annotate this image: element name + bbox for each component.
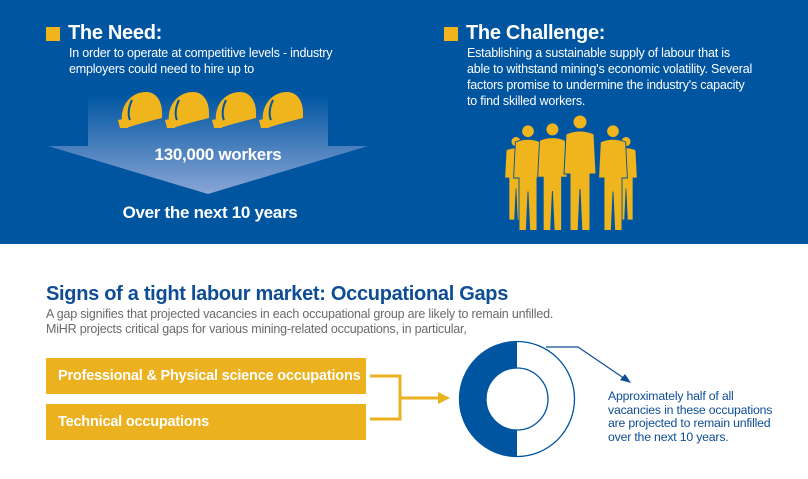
arrow-head-icon	[438, 392, 450, 404]
connector-bracket	[370, 374, 440, 421]
need-title: The Need:	[68, 22, 162, 44]
bullet-square	[46, 27, 60, 41]
hard-hat-icons	[118, 92, 303, 128]
occupation-bar-technical: Technical occupations	[46, 404, 366, 440]
need-text-line: employers could need to hire up to	[69, 62, 254, 76]
challenge-text-line: factors promise to undermine the industr…	[467, 78, 745, 92]
bullet-square	[444, 27, 458, 41]
hard-hat-icon	[259, 92, 303, 128]
gaps-title: Signs of a tight labour market: Occupati…	[46, 283, 509, 305]
workers-group-icon	[504, 114, 638, 230]
subtitle-line: A gap signifies that projected vacancies…	[46, 307, 554, 321]
gap-diagram	[370, 340, 631, 458]
workers-figure: 130,000 workers	[154, 145, 282, 164]
hard-hat-icon	[212, 92, 256, 128]
note-line: Approximately half of all	[608, 389, 734, 403]
donut-note: Approximately half of all vacancies in t…	[608, 389, 773, 444]
hard-hat-icon	[165, 92, 209, 128]
donut-chart	[458, 340, 576, 458]
challenge-title: The Challenge:	[466, 22, 606, 44]
hard-hat-icon	[118, 92, 162, 128]
challenge-text: Establishing a sustainable supply of lab…	[467, 45, 752, 109]
donut-hole	[485, 367, 549, 431]
note-line: vacancies in these occupations	[608, 402, 773, 417]
down-arrow	[48, 92, 368, 194]
challenge-text-line: able to withstand mining's economic vola…	[467, 62, 753, 76]
pointer-line	[546, 346, 629, 382]
pointer-arrow-icon	[620, 374, 631, 383]
need-text: In order to operate at competitive level…	[69, 45, 333, 77]
gaps-subtitle: A gap signifies that projected vacancies…	[46, 307, 553, 337]
subtitle-line: MiHR projects critical gaps for various …	[46, 322, 467, 336]
donut-outline	[458, 340, 576, 458]
note-line: over the next 10 years.	[608, 429, 729, 444]
note-line: are projected to remain unfilled	[608, 416, 771, 430]
challenge-text-line: to find skilled workers.	[467, 94, 586, 108]
occupation-bar-professional: Professional & Physical science occupati…	[46, 358, 366, 394]
period-text: Over the next 10 years	[122, 203, 298, 222]
challenge-text-line: Establishing a sustainable supply of lab…	[467, 46, 730, 60]
need-text-line: In order to operate at competitive level…	[69, 46, 333, 60]
